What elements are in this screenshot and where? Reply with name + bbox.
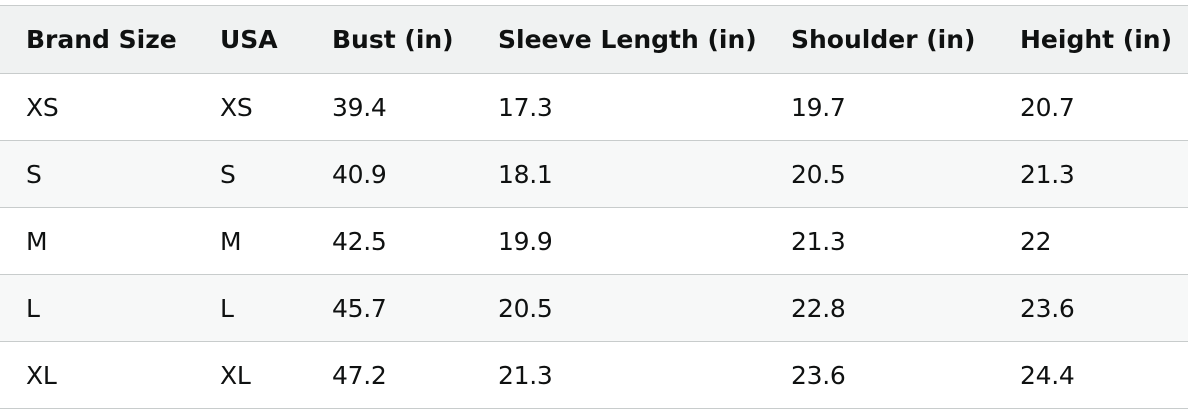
table-cell: L (0, 274, 194, 342)
header-cell: Brand Size (0, 5, 194, 74)
table-row: M M 42.5 19.9 21.3 22 (0, 207, 1188, 275)
table-header: Brand Size USA Bust (in) Sleeve Length (in)… (0, 5, 1188, 74)
table-cell: 21.3 (472, 341, 765, 409)
table-cell: 20.7 (994, 73, 1188, 141)
table-cell: XS (0, 73, 194, 141)
table-cell: XL (0, 341, 194, 409)
table-cell: 40.9 (306, 140, 472, 208)
table-cell: M (194, 207, 306, 275)
table-cell: 23.6 (994, 274, 1188, 342)
size-table: Brand Size USA Bust (in) Sleeve Length (in)… (0, 5, 1188, 409)
table-cell: 18.1 (472, 140, 765, 208)
header-row: Brand Size USA Bust (in) Sleeve Length (in)… (0, 5, 1188, 74)
header-cell: Shoulder (in) (765, 5, 994, 74)
table-cell: XS (194, 73, 306, 141)
table-row: S S 40.9 18.1 20.5 21.3 (0, 140, 1188, 208)
table-cell: 45.7 (306, 274, 472, 342)
table-cell: 20.5 (472, 274, 765, 342)
table-cell: 22 (994, 207, 1188, 275)
table-cell: 23.6 (765, 341, 994, 409)
table-cell: 19.9 (472, 207, 765, 275)
table-row: L L 45.7 20.5 22.8 23.6 (0, 274, 1188, 342)
table-cell: L (194, 274, 306, 342)
table-body: XS XS 39.4 17.3 19.7 20.7 S S 40.9 18.1 20.5 21.3 M M… (0, 73, 1188, 409)
table-cell: XL (194, 341, 306, 409)
header-cell: Sleeve Length (in) (472, 5, 765, 74)
table-cell: 22.8 (765, 274, 994, 342)
page: Brand Size USA Bust (in) Sleeve Length (in)… (0, 5, 1188, 419)
table-cell: 20.5 (765, 140, 994, 208)
table-cell: 39.4 (306, 73, 472, 141)
table-cell: S (194, 140, 306, 208)
table-cell: 47.2 (306, 341, 472, 409)
table-cell: M (0, 207, 194, 275)
header-cell: Bust (in) (306, 5, 472, 74)
table-cell: 42.5 (306, 207, 472, 275)
table-cell: 21.3 (765, 207, 994, 275)
table-cell: 19.7 (765, 73, 994, 141)
table-row: XL XL 47.2 21.3 23.6 24.4 (0, 341, 1188, 409)
header-cell: Height (in) (994, 5, 1188, 74)
table-cell: 21.3 (994, 140, 1188, 208)
table-row: XS XS 39.4 17.3 19.7 20.7 (0, 73, 1188, 141)
header-cell: USA (194, 5, 306, 74)
table-cell: S (0, 140, 194, 208)
table-cell: 17.3 (472, 73, 765, 141)
table-cell: 24.4 (994, 341, 1188, 409)
